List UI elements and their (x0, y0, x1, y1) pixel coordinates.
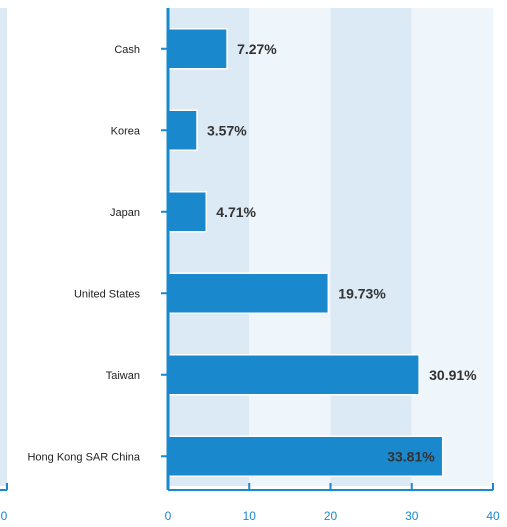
data-label: 33.81% (387, 448, 435, 464)
grid-band (249, 8, 331, 486)
x-tick-label: 20 (324, 509, 338, 523)
category-label: Japan (110, 207, 140, 219)
left-panel-fragment: 0 (0, 8, 8, 523)
grid-bands (168, 8, 493, 486)
bar (167, 435, 444, 477)
data-label: 3.57% (207, 122, 247, 138)
bar (167, 28, 228, 70)
grid-band (330, 8, 412, 486)
grid-band (411, 8, 493, 486)
x-tick-label: 30 (405, 509, 419, 523)
axes: 0 10 20 30 40 (165, 8, 500, 523)
left-panel-band (0, 8, 7, 486)
bar (167, 272, 330, 314)
left-panel-tick-label: 0 (1, 509, 8, 523)
grid-band (168, 8, 250, 486)
category-label: United States (74, 288, 141, 300)
category-label: Cash (114, 44, 140, 56)
data-label: 4.71% (216, 204, 256, 220)
category-label: Hong Kong SAR China (27, 451, 140, 463)
x-tick-label: 40 (486, 509, 500, 523)
category-label: Korea (111, 125, 141, 137)
bar (167, 191, 208, 233)
bar (167, 354, 420, 396)
labels: Cash 7.27% Korea 3.57% Japan 4.71% United Stat… (27, 41, 477, 465)
x-tick-label: 10 (243, 509, 257, 523)
category-label: Taiwan (106, 370, 140, 382)
data-label: 7.27% (237, 41, 277, 57)
data-label: 19.73% (338, 285, 386, 301)
bar (167, 109, 198, 151)
data-label: 30.91% (429, 367, 477, 383)
x-tick-label: 0 (165, 509, 172, 523)
bars (167, 28, 444, 477)
